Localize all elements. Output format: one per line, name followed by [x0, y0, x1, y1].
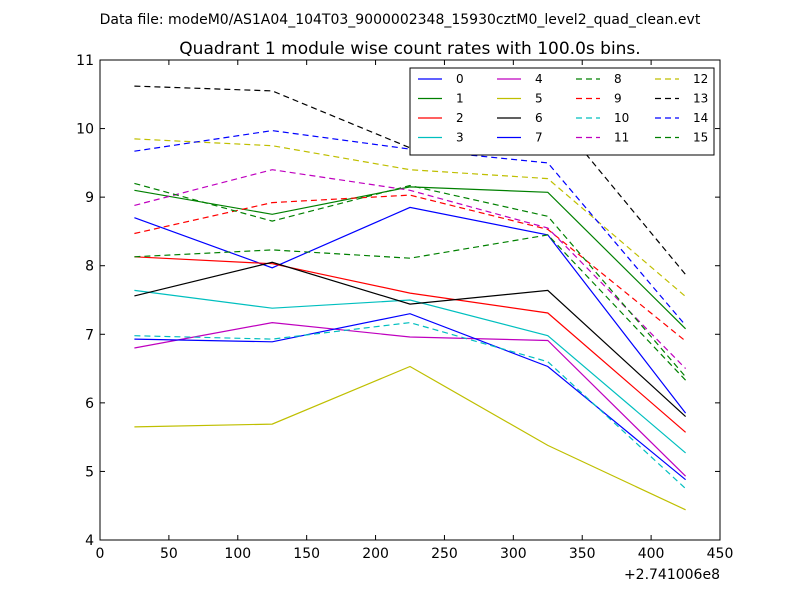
chart-title: Quadrant 1 module wise count rates with … [179, 39, 640, 59]
series-line-10 [134, 321, 687, 490]
legend-label-15: 15 [693, 131, 708, 145]
series-line-5 [134, 365, 686, 511]
series-line-11 [134, 169, 687, 370]
series-line-14 [134, 129, 687, 326]
y-tick-label: 9 [85, 190, 94, 206]
x-tick-label: 300 [500, 546, 527, 562]
legend-label-11: 11 [614, 131, 629, 145]
legend-label-1: 1 [456, 92, 464, 106]
legend-label-5: 5 [535, 92, 543, 106]
legend-label-6: 6 [535, 111, 543, 125]
series-line-1 [134, 186, 687, 330]
series-line-2 [134, 256, 686, 433]
x-tick-label: 50 [160, 546, 178, 562]
x-tick-label: 200 [362, 546, 389, 562]
series-line-13 [134, 85, 687, 275]
x-tick-label: 0 [96, 546, 105, 562]
plot-frame [99, 59, 721, 541]
x-tick-label: 350 [569, 546, 596, 562]
y-tick-label: 10 [76, 122, 94, 138]
legend-box [409, 67, 715, 156]
x-tick-label: 150 [293, 546, 320, 562]
series-line-7 [134, 313, 686, 481]
legend-label-9: 9 [614, 92, 622, 106]
series-layer [134, 85, 687, 511]
x-tick-label: 100 [224, 546, 251, 562]
legend-label-4: 4 [535, 72, 543, 86]
y-tick-label: 8 [85, 259, 94, 275]
data-file-title: Data file: modeM0/AS1A04_104T03_90000023… [100, 12, 701, 28]
x-tick-label: 400 [638, 546, 665, 562]
x-tick-label: 250 [431, 546, 458, 562]
legend-label-2: 2 [456, 111, 464, 125]
y-tick-label: 6 [85, 396, 94, 412]
legend-label-3: 3 [456, 131, 464, 145]
x-offset-label: +2.741006e8 [624, 567, 720, 583]
legend-label-8: 8 [614, 72, 622, 86]
legend-label-10: 10 [614, 111, 629, 125]
series-line-4 [134, 321, 687, 477]
series-line-3 [134, 289, 686, 454]
series-line-9 [134, 194, 686, 342]
y-tick-label: 5 [85, 464, 94, 480]
series-line-12 [134, 138, 686, 298]
legend-label-14: 14 [693, 111, 708, 125]
y-tick-label: 7 [85, 327, 94, 343]
series-line-0 [134, 206, 687, 414]
y-tick-label: 11 [76, 53, 94, 69]
legend-label-13: 13 [693, 92, 708, 106]
legend-label-0: 0 [456, 72, 464, 86]
legend-label-7: 7 [535, 131, 543, 145]
series-line-6 [134, 261, 687, 418]
series-line-8 [134, 234, 687, 381]
series-line-15 [134, 182, 687, 378]
y-tick-label: 4 [85, 533, 94, 549]
x-tick-label: 450 [707, 546, 734, 562]
legend-label-12: 12 [693, 72, 708, 86]
